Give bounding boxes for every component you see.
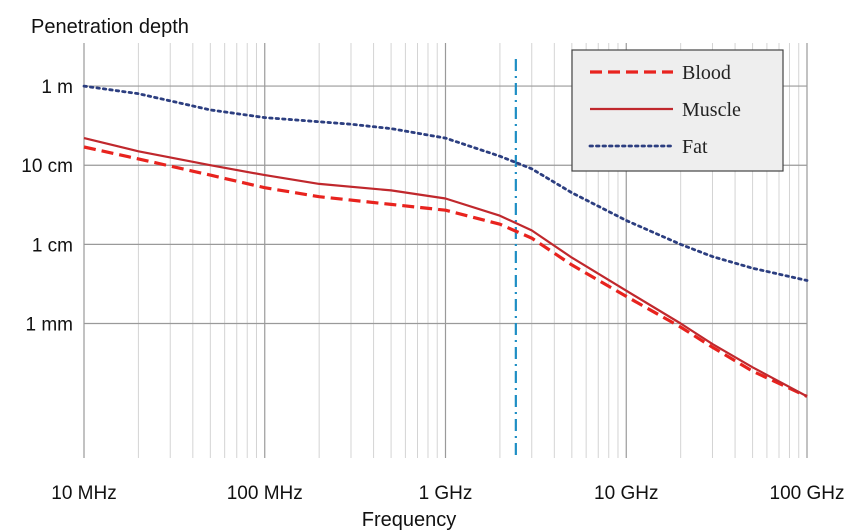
y-tick-label: 1 m — [41, 77, 73, 98]
legend: Blood Muscle Fat — [571, 49, 784, 172]
x-tick-label: 100 MHz — [227, 483, 303, 504]
y-tick-label: 1 mm — [26, 315, 74, 336]
legend-label-muscle: Muscle — [682, 99, 741, 121]
series-layer — [82, 84, 809, 398]
y-tick-label: 1 cm — [32, 235, 73, 256]
x-axis-title: Frequency — [362, 509, 457, 531]
legend-label-blood: Blood — [682, 62, 731, 84]
series-line-blood — [83, 145, 808, 398]
legend-label-fat: Fat — [682, 136, 708, 158]
series-line-fat — [82, 84, 809, 282]
x-tick-label: 1 GHz — [419, 483, 473, 504]
y-tick-labels: 1 m 10 cm 1 cm 1 mm — [21, 77, 73, 335]
x-tick-label: 100 GHz — [770, 483, 845, 504]
x-tick-labels: 10 MHz 100 MHz 1 GHz 10 GHz 100 GHz — [51, 483, 844, 504]
y-axis-title: Penetration depth — [31, 16, 189, 38]
series-line-muscle — [83, 137, 808, 398]
legend-box — [571, 49, 784, 172]
x-tick-label: 10 GHz — [594, 483, 658, 504]
y-tick-label: 10 cm — [21, 156, 73, 177]
x-tick-label: 10 MHz — [51, 483, 116, 504]
